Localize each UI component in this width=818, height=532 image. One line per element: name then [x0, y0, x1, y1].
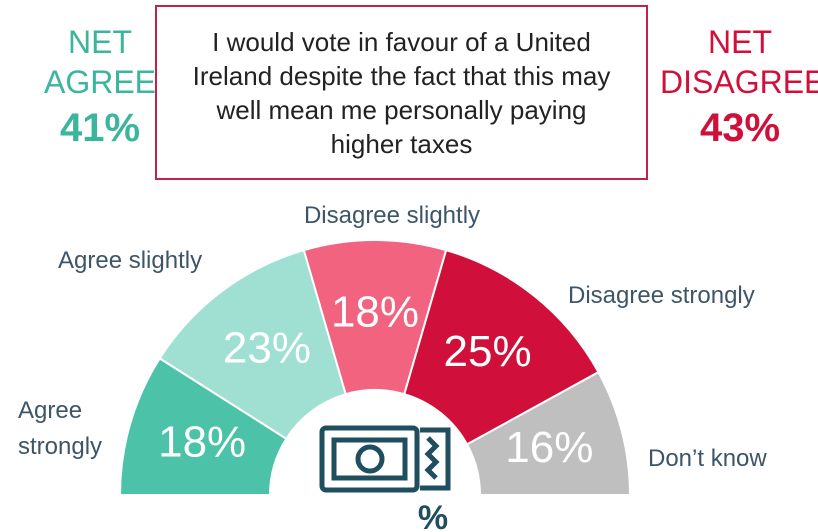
category-label: Agree strongly — [18, 397, 103, 460]
segment — [403, 248, 600, 446]
value-label: 18% — [158, 417, 246, 466]
category-label: Disagree strongly — [568, 282, 755, 309]
category-label: Agree slightly — [58, 247, 203, 274]
net-annotation: NET DISAGREE 43% — [660, 22, 818, 154]
net-annotation: NET AGREE 41% — [20, 22, 180, 154]
value-label: 25% — [444, 327, 532, 376]
segments — [118, 239, 632, 496]
value-labels: 18% 23% 18% 25% 16% — [158, 288, 593, 472]
value-label: 23% — [223, 324, 311, 373]
icon — [319, 425, 451, 493]
segment — [465, 370, 632, 496]
segment — [158, 248, 347, 441]
chart-title: I would vote in favour of a United Irela… — [155, 5, 648, 180]
category-label: Don’t know — [648, 445, 767, 472]
net-value: 43% — [699, 106, 781, 150]
value-label: 16% — [505, 423, 593, 472]
net-label: NET DISAGREE — [660, 24, 818, 100]
value-label: 18% — [331, 288, 419, 337]
net-value: 41% — [59, 106, 141, 150]
net-label: NET AGREE — [43, 24, 157, 100]
category-label: Disagree slightly — [303, 202, 481, 229]
icon-label: % — [418, 499, 448, 532]
